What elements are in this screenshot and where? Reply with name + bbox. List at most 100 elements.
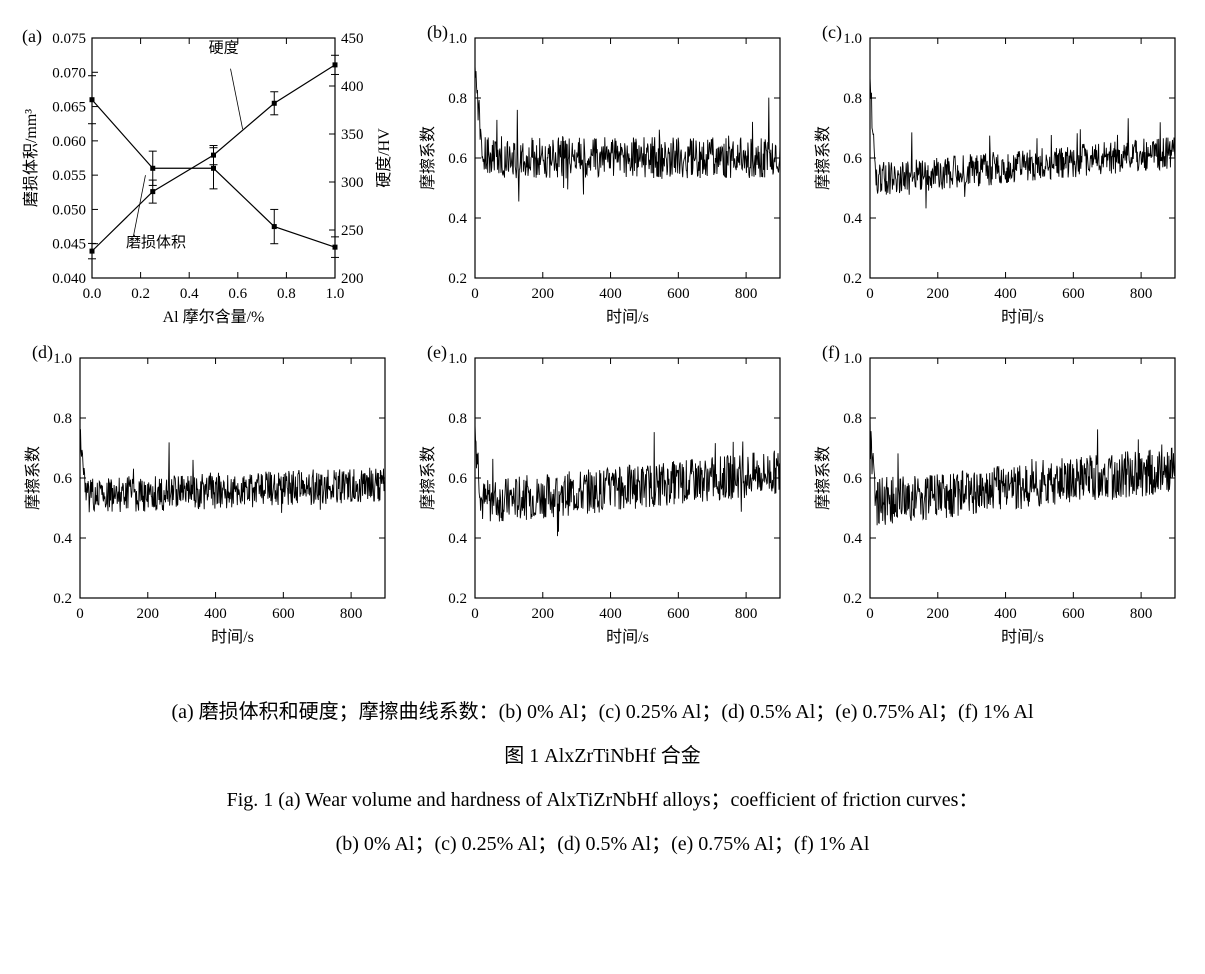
svg-text:1.0: 1.0 bbox=[843, 351, 862, 367]
svg-text:0.2: 0.2 bbox=[843, 271, 862, 287]
svg-text:0.6: 0.6 bbox=[53, 471, 72, 487]
svg-text:(b): (b) bbox=[427, 22, 448, 43]
svg-text:600: 600 bbox=[667, 286, 690, 302]
svg-text:0.4: 0.4 bbox=[843, 211, 862, 227]
svg-text:250: 250 bbox=[341, 223, 364, 239]
caption-line-3: Fig. 1 (a) Wear volume and hardness of A… bbox=[20, 778, 1185, 822]
svg-text:600: 600 bbox=[1062, 606, 1085, 622]
svg-text:0.2: 0.2 bbox=[131, 286, 150, 302]
svg-text:时间/s: 时间/s bbox=[606, 628, 649, 646]
svg-text:0.6: 0.6 bbox=[448, 151, 467, 167]
svg-text:0.055: 0.055 bbox=[52, 168, 86, 184]
svg-text:0.8: 0.8 bbox=[843, 411, 862, 427]
svg-text:0.8: 0.8 bbox=[448, 411, 467, 427]
svg-text:200: 200 bbox=[927, 286, 950, 302]
svg-text:400: 400 bbox=[204, 606, 227, 622]
svg-text:摩擦系数: 摩擦系数 bbox=[814, 126, 832, 190]
svg-text:0.060: 0.060 bbox=[52, 134, 86, 150]
svg-text:摩擦系数: 摩擦系数 bbox=[814, 446, 832, 510]
svg-text:0.0: 0.0 bbox=[83, 286, 102, 302]
caption-line-2: 图 1 AlxZrTiNbHf 合金 bbox=[20, 734, 1185, 778]
svg-text:硬度/HV: 硬度/HV bbox=[375, 128, 393, 188]
caption-line-1: (a) 磨损体积和硬度；摩擦曲线系数：(b) 0% Al；(c) 0.25% A… bbox=[20, 690, 1185, 734]
svg-text:1.0: 1.0 bbox=[53, 351, 72, 367]
svg-text:(f): (f) bbox=[822, 342, 840, 363]
svg-text:200: 200 bbox=[532, 286, 555, 302]
svg-text:600: 600 bbox=[1062, 286, 1085, 302]
svg-text:0.6: 0.6 bbox=[448, 471, 467, 487]
svg-text:400: 400 bbox=[599, 606, 622, 622]
svg-text:1.0: 1.0 bbox=[448, 31, 467, 47]
svg-text:1.0: 1.0 bbox=[843, 31, 862, 47]
svg-text:800: 800 bbox=[735, 606, 758, 622]
svg-text:300: 300 bbox=[341, 175, 364, 191]
panel-c: 02004006008000.20.40.60.81.0时间/s摩擦系数(c) bbox=[810, 20, 1185, 330]
svg-text:800: 800 bbox=[1130, 606, 1153, 622]
svg-text:时间/s: 时间/s bbox=[606, 308, 649, 326]
svg-text:0.040: 0.040 bbox=[52, 271, 86, 287]
svg-text:800: 800 bbox=[735, 286, 758, 302]
svg-text:400: 400 bbox=[341, 79, 364, 95]
svg-text:0.6: 0.6 bbox=[228, 286, 247, 302]
svg-text:Al 摩尔含量/%: Al 摩尔含量/% bbox=[163, 308, 265, 326]
svg-text:摩擦系数: 摩擦系数 bbox=[24, 446, 42, 510]
panel-a: 0.0 0.2 0.4 0.6 0.8 1.0 0.040 0.045 0.050 0.055 0.… bbox=[20, 20, 395, 330]
svg-text:0: 0 bbox=[471, 286, 479, 302]
svg-text:0.8: 0.8 bbox=[448, 91, 467, 107]
svg-text:0.2: 0.2 bbox=[448, 591, 467, 607]
svg-text:0.2: 0.2 bbox=[843, 591, 862, 607]
svg-text:摩擦系数: 摩擦系数 bbox=[419, 126, 437, 190]
svg-text:0.4: 0.4 bbox=[180, 286, 199, 302]
svg-text:0.065: 0.065 bbox=[52, 100, 86, 116]
svg-text:0.4: 0.4 bbox=[53, 531, 72, 547]
svg-text:0.6: 0.6 bbox=[843, 151, 862, 167]
svg-text:0: 0 bbox=[866, 286, 874, 302]
svg-text:600: 600 bbox=[667, 606, 690, 622]
svg-text:1.0: 1.0 bbox=[448, 351, 467, 367]
svg-text:0.4: 0.4 bbox=[448, 531, 467, 547]
svg-text:400: 400 bbox=[994, 606, 1017, 622]
svg-text:0.075: 0.075 bbox=[52, 31, 86, 47]
svg-text:时间/s: 时间/s bbox=[211, 628, 254, 646]
panel-f: 0 200 400 600 800 0.2 0.4 0.6 0.8 1.0 时间/s 摩擦系数 (f) bbox=[810, 340, 1185, 650]
svg-text:0: 0 bbox=[471, 606, 479, 622]
svg-text:硬度: 硬度 bbox=[209, 39, 239, 56]
svg-text:400: 400 bbox=[599, 286, 622, 302]
svg-text:0.4: 0.4 bbox=[448, 211, 467, 227]
svg-text:200: 200 bbox=[532, 606, 555, 622]
svg-text:800: 800 bbox=[340, 606, 363, 622]
panel-e: 0 200 400 600 800 0.2 0.4 0.6 0.8 1.0 时间/s 摩擦系数 (e) bbox=[415, 340, 790, 650]
svg-text:350: 350 bbox=[341, 127, 364, 143]
svg-text:(e): (e) bbox=[427, 342, 447, 363]
svg-text:(d): (d) bbox=[32, 342, 53, 363]
svg-text:0.6: 0.6 bbox=[843, 471, 862, 487]
svg-text:0.050: 0.050 bbox=[52, 202, 86, 218]
svg-text:0.8: 0.8 bbox=[277, 286, 296, 302]
svg-text:摩擦系数: 摩擦系数 bbox=[419, 446, 437, 510]
svg-text:0.045: 0.045 bbox=[52, 237, 86, 253]
svg-text:0: 0 bbox=[866, 606, 874, 622]
svg-text:0.2: 0.2 bbox=[53, 591, 72, 607]
svg-text:0: 0 bbox=[76, 606, 84, 622]
svg-text:0.070: 0.070 bbox=[52, 65, 86, 81]
figure-caption: (a) 磨损体积和硬度；摩擦曲线系数：(b) 0% Al；(c) 0.25% A… bbox=[20, 690, 1185, 866]
svg-text:磨损体积: 磨损体积 bbox=[126, 234, 186, 251]
svg-text:0.8: 0.8 bbox=[843, 91, 862, 107]
svg-text:时间/s: 时间/s bbox=[1001, 628, 1044, 646]
caption-line-4: (b) 0% Al；(c) 0.25% Al；(d) 0.5% Al；(e) 0… bbox=[20, 822, 1185, 866]
chart-grid: 0.0 0.2 0.4 0.6 0.8 1.0 0.040 0.045 0.050 0.055 0.… bbox=[20, 20, 1185, 650]
svg-text:200: 200 bbox=[137, 606, 160, 622]
svg-text:600: 600 bbox=[272, 606, 295, 622]
panel-b: 0 200 400 600 800 0.2 0.4 0.6 0.8 1.0 时间/s 摩擦系数 (b) bbox=[415, 20, 790, 330]
svg-text:0.8: 0.8 bbox=[53, 411, 72, 427]
svg-text:磨损体积/mm³: 磨损体积/mm³ bbox=[22, 109, 40, 207]
svg-text:1.0: 1.0 bbox=[326, 286, 345, 302]
svg-text:(c): (c) bbox=[822, 22, 842, 43]
panel-d: 0 200 400 600 800 0.2 0.4 0.6 0.8 1.0 时间/s 摩擦系数 (d) bbox=[20, 340, 395, 650]
svg-text:800: 800 bbox=[1130, 286, 1153, 302]
svg-text:200: 200 bbox=[927, 606, 950, 622]
svg-text:400: 400 bbox=[994, 286, 1017, 302]
svg-text:(a): (a) bbox=[22, 26, 42, 47]
svg-text:0.2: 0.2 bbox=[448, 271, 467, 287]
svg-text:0.4: 0.4 bbox=[843, 531, 862, 547]
